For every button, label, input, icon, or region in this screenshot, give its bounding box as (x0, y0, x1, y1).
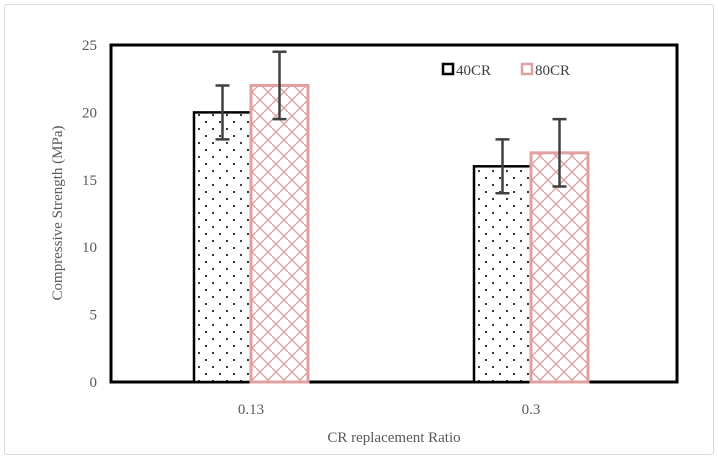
x-tick-labels: 0.13 0.3 (238, 402, 541, 418)
y-tick-label: 25 (82, 38, 97, 54)
legend-swatch-40cr (441, 62, 455, 76)
y-axis-title: Compressive Strength (MPa) (50, 126, 66, 301)
legend: 40CR 80CR (441, 62, 570, 79)
bar-40cr-0.13 (192, 111, 253, 384)
legend-label-80cr: 80CR (535, 63, 570, 79)
error-bars-group (215, 50, 567, 195)
y-tick-label: 0 (90, 375, 98, 391)
y-tick-labels: 0 5 10 15 20 25 (82, 38, 97, 391)
legend-swatch-80cr (520, 62, 534, 76)
error-bar-80cr-0.13 (272, 50, 287, 121)
error-bar-80cr-0.3 (552, 117, 567, 188)
x-tick-label: 0.13 (238, 402, 264, 418)
legend-label-40cr: 40CR (456, 63, 491, 79)
y-tick-label: 15 (82, 173, 97, 189)
bar-40cr-0.3 (472, 165, 533, 384)
y-tick-label: 10 (82, 240, 97, 256)
error-bar-40cr-0.3 (495, 138, 510, 195)
bar-80cr-0.13 (249, 83, 310, 384)
y-tick-label: 20 (82, 105, 97, 121)
y-tick-label: 5 (90, 308, 98, 324)
x-tick-label: 0.3 (522, 402, 541, 418)
x-axis-title: CR replacement Ratio (327, 430, 460, 446)
error-bar-40cr-0.13 (215, 84, 230, 141)
bar-80cr-0.3 (529, 151, 590, 384)
